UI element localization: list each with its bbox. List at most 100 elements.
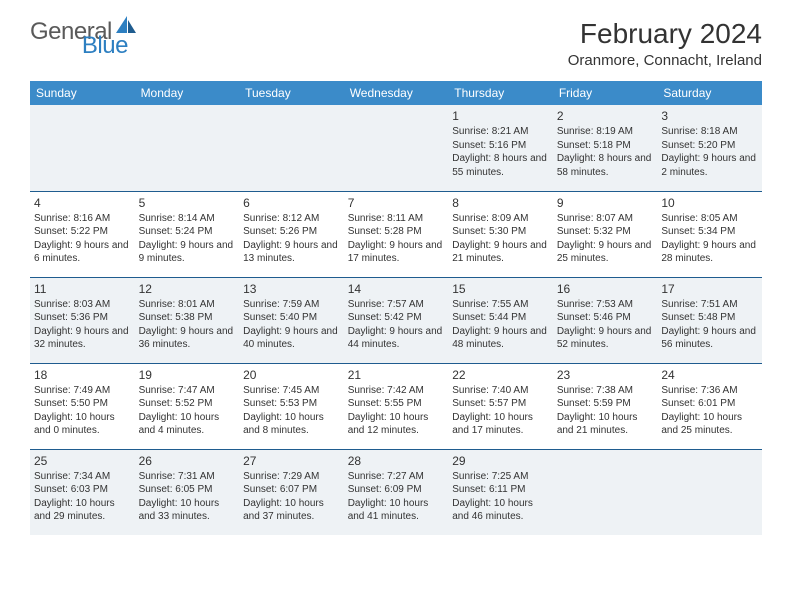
- day-number: 29: [452, 453, 549, 469]
- header-row: Sunday Monday Tuesday Wednesday Thursday…: [30, 81, 762, 105]
- calendar-cell: 12Sunrise: 8:01 AMSunset: 5:38 PMDayligh…: [135, 277, 240, 363]
- daylight-text: Daylight: 9 hours and 9 minutes.: [139, 239, 236, 266]
- day-number: 10: [661, 195, 758, 211]
- calendar-cell: 3Sunrise: 8:18 AMSunset: 5:20 PMDaylight…: [657, 105, 762, 191]
- sunrise-text: Sunrise: 7:59 AM: [243, 298, 340, 312]
- sunset-text: Sunset: 5:52 PM: [139, 397, 236, 411]
- sunset-text: Sunset: 6:05 PM: [139, 483, 236, 497]
- calendar-cell: 19Sunrise: 7:47 AMSunset: 5:52 PMDayligh…: [135, 363, 240, 449]
- day-number: 14: [348, 281, 445, 297]
- daylight-text: Daylight: 10 hours and 17 minutes.: [452, 411, 549, 438]
- daylight-text: Daylight: 9 hours and 25 minutes.: [557, 239, 654, 266]
- calendar-cell: 22Sunrise: 7:40 AMSunset: 5:57 PMDayligh…: [448, 363, 553, 449]
- daylight-text: Daylight: 10 hours and 8 minutes.: [243, 411, 340, 438]
- day-number: 21: [348, 367, 445, 383]
- sunset-text: Sunset: 5:50 PM: [34, 397, 131, 411]
- calendar-cell: [239, 105, 344, 191]
- sunset-text: Sunset: 5:44 PM: [452, 311, 549, 325]
- sunrise-text: Sunrise: 7:53 AM: [557, 298, 654, 312]
- daylight-text: Daylight: 10 hours and 41 minutes.: [348, 497, 445, 524]
- calendar-cell: 10Sunrise: 8:05 AMSunset: 5:34 PMDayligh…: [657, 191, 762, 277]
- daylight-text: Daylight: 9 hours and 17 minutes.: [348, 239, 445, 266]
- day-number: 3: [661, 108, 758, 124]
- sunset-text: Sunset: 5:38 PM: [139, 311, 236, 325]
- sunrise-text: Sunrise: 7:31 AM: [139, 470, 236, 484]
- col-sunday: Sunday: [30, 81, 135, 105]
- sunrise-text: Sunrise: 7:25 AM: [452, 470, 549, 484]
- day-number: 2: [557, 108, 654, 124]
- col-tuesday: Tuesday: [239, 81, 344, 105]
- daylight-text: Daylight: 10 hours and 0 minutes.: [34, 411, 131, 438]
- title-block: February 2024 Oranmore, Connacht, Irelan…: [568, 18, 762, 69]
- calendar-cell: 5Sunrise: 8:14 AMSunset: 5:24 PMDaylight…: [135, 191, 240, 277]
- daylight-text: Daylight: 8 hours and 55 minutes.: [452, 152, 549, 179]
- location-text: Oranmore, Connacht, Ireland: [568, 52, 762, 69]
- day-number: 1: [452, 108, 549, 124]
- daylight-text: Daylight: 9 hours and 13 minutes.: [243, 239, 340, 266]
- day-number: 12: [139, 281, 236, 297]
- sunset-text: Sunset: 5:20 PM: [661, 139, 758, 153]
- daylight-text: Daylight: 10 hours and 29 minutes.: [34, 497, 131, 524]
- col-thursday: Thursday: [448, 81, 553, 105]
- calendar-cell: 11Sunrise: 8:03 AMSunset: 5:36 PMDayligh…: [30, 277, 135, 363]
- day-number: 23: [557, 367, 654, 383]
- calendar-cell: 14Sunrise: 7:57 AMSunset: 5:42 PMDayligh…: [344, 277, 449, 363]
- daylight-text: Daylight: 8 hours and 58 minutes.: [557, 152, 654, 179]
- calendar-cell: 6Sunrise: 8:12 AMSunset: 5:26 PMDaylight…: [239, 191, 344, 277]
- calendar-cell: 15Sunrise: 7:55 AMSunset: 5:44 PMDayligh…: [448, 277, 553, 363]
- sunset-text: Sunset: 6:01 PM: [661, 397, 758, 411]
- day-number: 19: [139, 367, 236, 383]
- calendar-cell: 9Sunrise: 8:07 AMSunset: 5:32 PMDaylight…: [553, 191, 658, 277]
- day-number: 25: [34, 453, 131, 469]
- sunrise-text: Sunrise: 8:07 AM: [557, 212, 654, 226]
- calendar-cell: 21Sunrise: 7:42 AMSunset: 5:55 PMDayligh…: [344, 363, 449, 449]
- sunset-text: Sunset: 5:46 PM: [557, 311, 654, 325]
- sunset-text: Sunset: 5:59 PM: [557, 397, 654, 411]
- sunrise-text: Sunrise: 8:11 AM: [348, 212, 445, 226]
- calendar-cell: 18Sunrise: 7:49 AMSunset: 5:50 PMDayligh…: [30, 363, 135, 449]
- col-friday: Friday: [553, 81, 658, 105]
- sunrise-text: Sunrise: 7:57 AM: [348, 298, 445, 312]
- calendar-row: 4Sunrise: 8:16 AMSunset: 5:22 PMDaylight…: [30, 191, 762, 277]
- calendar-cell: 4Sunrise: 8:16 AMSunset: 5:22 PMDaylight…: [30, 191, 135, 277]
- sunset-text: Sunset: 6:09 PM: [348, 483, 445, 497]
- sunrise-text: Sunrise: 7:47 AM: [139, 384, 236, 398]
- daylight-text: Daylight: 9 hours and 6 minutes.: [34, 239, 131, 266]
- day-number: 22: [452, 367, 549, 383]
- calendar-cell: 16Sunrise: 7:53 AMSunset: 5:46 PMDayligh…: [553, 277, 658, 363]
- header: General Blue February 2024 Oranmore, Con…: [0, 0, 792, 77]
- sunset-text: Sunset: 5:57 PM: [452, 397, 549, 411]
- sunrise-text: Sunrise: 8:12 AM: [243, 212, 340, 226]
- sunset-text: Sunset: 5:24 PM: [139, 225, 236, 239]
- sunrise-text: Sunrise: 8:14 AM: [139, 212, 236, 226]
- calendar-row: 25Sunrise: 7:34 AMSunset: 6:03 PMDayligh…: [30, 449, 762, 535]
- calendar-cell: [553, 449, 658, 535]
- day-number: 27: [243, 453, 340, 469]
- daylight-text: Daylight: 10 hours and 21 minutes.: [557, 411, 654, 438]
- sunrise-text: Sunrise: 8:18 AM: [661, 125, 758, 139]
- daylight-text: Daylight: 9 hours and 40 minutes.: [243, 325, 340, 352]
- calendar-row: 18Sunrise: 7:49 AMSunset: 5:50 PMDayligh…: [30, 363, 762, 449]
- day-number: 24: [661, 367, 758, 383]
- sunset-text: Sunset: 5:32 PM: [557, 225, 654, 239]
- sunset-text: Sunset: 5:28 PM: [348, 225, 445, 239]
- day-number: 13: [243, 281, 340, 297]
- daylight-text: Daylight: 9 hours and 44 minutes.: [348, 325, 445, 352]
- daylight-text: Daylight: 9 hours and 52 minutes.: [557, 325, 654, 352]
- calendar-cell: 8Sunrise: 8:09 AMSunset: 5:30 PMDaylight…: [448, 191, 553, 277]
- page-title: February 2024: [568, 18, 762, 50]
- daylight-text: Daylight: 9 hours and 28 minutes.: [661, 239, 758, 266]
- sunset-text: Sunset: 5:55 PM: [348, 397, 445, 411]
- sunrise-text: Sunrise: 8:21 AM: [452, 125, 549, 139]
- calendar-cell: 29Sunrise: 7:25 AMSunset: 6:11 PMDayligh…: [448, 449, 553, 535]
- sunset-text: Sunset: 5:18 PM: [557, 139, 654, 153]
- daylight-text: Daylight: 10 hours and 4 minutes.: [139, 411, 236, 438]
- sunset-text: Sunset: 6:07 PM: [243, 483, 340, 497]
- sunrise-text: Sunrise: 7:27 AM: [348, 470, 445, 484]
- sunset-text: Sunset: 5:48 PM: [661, 311, 758, 325]
- daylight-text: Daylight: 9 hours and 56 minutes.: [661, 325, 758, 352]
- calendar-cell: [30, 105, 135, 191]
- logo-text-blue: Blue: [82, 32, 128, 60]
- col-saturday: Saturday: [657, 81, 762, 105]
- sunset-text: Sunset: 5:26 PM: [243, 225, 340, 239]
